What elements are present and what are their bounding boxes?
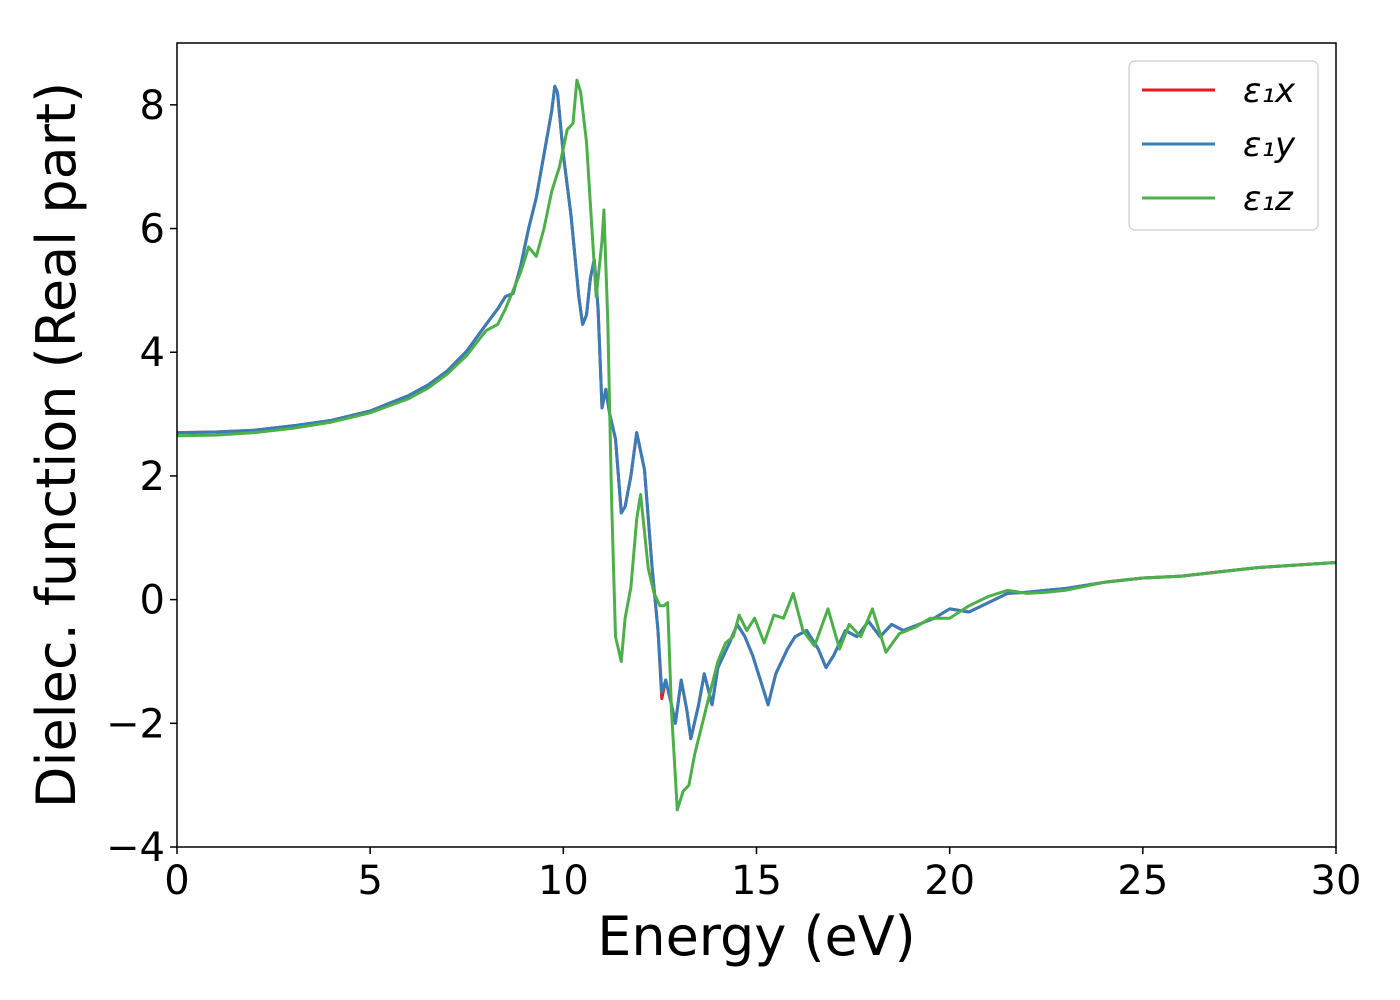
y-tick-label: 6 bbox=[140, 207, 165, 253]
legend-box bbox=[1128, 60, 1319, 231]
legend-entries: ε₁x ε₁y ε₁z bbox=[1142, 71, 1296, 219]
x-axis-label: Energy (eV) bbox=[597, 905, 916, 968]
y-tick-label: 2 bbox=[140, 454, 165, 500]
legend-label-1: ε₁y bbox=[1243, 125, 1296, 165]
y-axis-label: Dielec. function (Real part) bbox=[25, 82, 88, 808]
y-tick-label: 4 bbox=[140, 330, 165, 376]
series-line-2 bbox=[176, 78, 1337, 812]
y-tick-label: −4 bbox=[106, 825, 165, 871]
x-tick-label: 5 bbox=[357, 858, 382, 904]
x-tick-label: 10 bbox=[538, 858, 589, 904]
y-tick-label: −2 bbox=[106, 701, 165, 747]
legend-label-0: ε₁x bbox=[1243, 71, 1296, 111]
y-tick-label: 0 bbox=[140, 578, 165, 624]
x-tick-label: 0 bbox=[164, 858, 189, 904]
series-lines bbox=[176, 78, 1337, 812]
x-tick-label: 15 bbox=[731, 858, 782, 904]
axis-ticks: 0 5 10 15 20 25 30 −4 −2 0 2 4 6 8 bbox=[106, 83, 1361, 904]
legend-label-2: ε₁z bbox=[1243, 179, 1294, 219]
y-tick-label: 8 bbox=[140, 83, 165, 129]
x-tick-label: 25 bbox=[1117, 858, 1168, 904]
legend: ε₁x ε₁y ε₁z bbox=[1128, 60, 1319, 231]
x-tick-label: 30 bbox=[1311, 858, 1362, 904]
x-tick-label: 20 bbox=[924, 858, 975, 904]
